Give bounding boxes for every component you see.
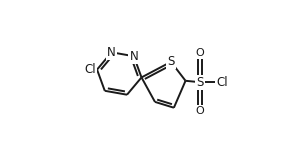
Text: Cl: Cl [84,63,96,76]
Text: Cl: Cl [216,76,228,89]
Text: O: O [196,106,204,116]
Text: S: S [167,55,175,68]
Text: N: N [107,46,116,59]
Text: O: O [196,48,204,58]
Text: N: N [130,50,138,63]
Text: S: S [196,76,204,89]
